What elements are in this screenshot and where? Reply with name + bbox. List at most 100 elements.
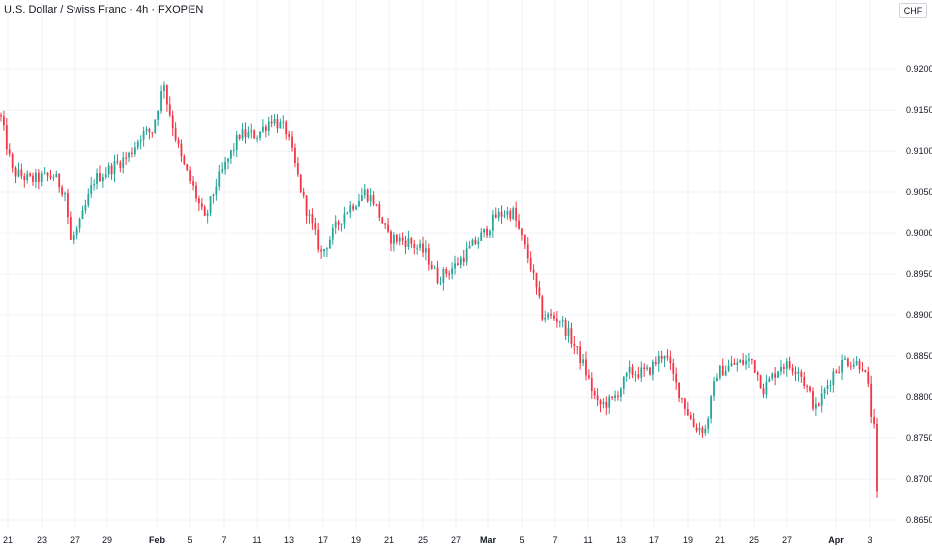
candle-body (11, 154, 14, 168)
candle-body (838, 372, 841, 374)
candle-body (104, 174, 107, 178)
candle-body (69, 217, 72, 240)
candle-body (509, 210, 512, 219)
candle-body (817, 403, 820, 406)
chart-title: U.S. Dollar / Swiss Franc · 4h · FXOPEN (4, 4, 204, 16)
candle-body (593, 391, 596, 396)
candle-body (445, 268, 448, 274)
candle-body (358, 200, 360, 207)
candle-body (844, 358, 846, 360)
candle-body (427, 248, 430, 265)
candle-body (550, 313, 552, 316)
candle-body (518, 220, 520, 229)
x-tick-label: Feb (149, 535, 166, 545)
candle-body (212, 194, 215, 197)
candle-body (232, 149, 235, 151)
candle-body (17, 169, 20, 177)
candle-body (698, 427, 701, 431)
candle-body (305, 195, 308, 216)
x-tick-label: 17 (318, 535, 328, 545)
candle-body (320, 249, 323, 252)
candle-body (154, 119, 157, 133)
candle-body (238, 135, 241, 139)
candle-body (462, 257, 465, 262)
candle-body (855, 360, 858, 365)
candle-body (209, 196, 212, 213)
candle-body (576, 346, 579, 348)
candle-body (637, 374, 640, 378)
candle-body (349, 205, 352, 213)
candle-body (14, 167, 17, 177)
candle-body (558, 321, 561, 323)
candle-body (483, 228, 486, 233)
candle-body (654, 361, 657, 365)
time-axis[interactable]: 21 23 27 29 Feb 5 7 11 13 17 19 21 25 27 Mar 5 7 11 13 17 19… (3, 535, 873, 545)
candle-body (189, 170, 192, 181)
x-tick-label: 21 (384, 535, 394, 545)
candle-body (311, 214, 314, 224)
candle-body (221, 169, 224, 172)
currency-badge[interactable]: CHF (899, 3, 927, 18)
candle-body (710, 396, 713, 419)
candle-body (352, 205, 355, 210)
candle-body (40, 173, 43, 182)
candle-body (250, 130, 253, 133)
candle-body (107, 165, 110, 175)
candle-body (876, 423, 878, 492)
candle-body (643, 367, 646, 370)
candle-body (407, 238, 410, 247)
candle-body (197, 198, 200, 204)
candle-body (410, 238, 413, 244)
candle-body (532, 269, 535, 273)
candle-body (742, 360, 745, 365)
candle-body (797, 371, 800, 374)
x-tick-label: 11 (252, 535, 261, 545)
candle-body (72, 235, 75, 240)
candle-body (846, 358, 849, 367)
candle-body (459, 257, 462, 265)
candle-body (716, 377, 718, 382)
candle-body (596, 395, 599, 401)
candle-body (739, 360, 742, 363)
candle-body (192, 180, 194, 186)
candle-body (599, 400, 602, 405)
candle-body (672, 363, 675, 374)
x-tick-label: 5 (187, 535, 192, 545)
candle-body (695, 427, 698, 431)
candle-body (785, 361, 788, 369)
candle-body (474, 239, 477, 245)
candle-body (168, 104, 171, 116)
candle-body (826, 385, 829, 390)
candle-body (567, 328, 570, 336)
candle-body (666, 355, 669, 358)
candle-body (46, 172, 49, 176)
candle-body (20, 169, 23, 177)
candle-body (852, 364, 855, 367)
candle-body (235, 135, 238, 150)
candle-body (812, 391, 814, 409)
candle-body (160, 91, 162, 112)
candle-body (480, 232, 483, 242)
candle-body (139, 139, 142, 142)
candle-body (218, 171, 221, 187)
candle-body (634, 374, 637, 376)
candle-body (867, 372, 870, 384)
candle-body (259, 131, 261, 139)
candle-body (430, 264, 433, 269)
candle-body (75, 228, 78, 236)
candle-body (264, 126, 267, 131)
candle-body (521, 228, 523, 236)
candle-body (99, 173, 101, 182)
candle-body (617, 395, 619, 398)
candle-body (794, 371, 797, 374)
candle-body (468, 245, 471, 249)
candle-body (678, 382, 681, 399)
candle-body (433, 267, 436, 269)
candle-body (809, 386, 811, 392)
candle-body (81, 210, 84, 220)
candle-body (814, 403, 817, 409)
